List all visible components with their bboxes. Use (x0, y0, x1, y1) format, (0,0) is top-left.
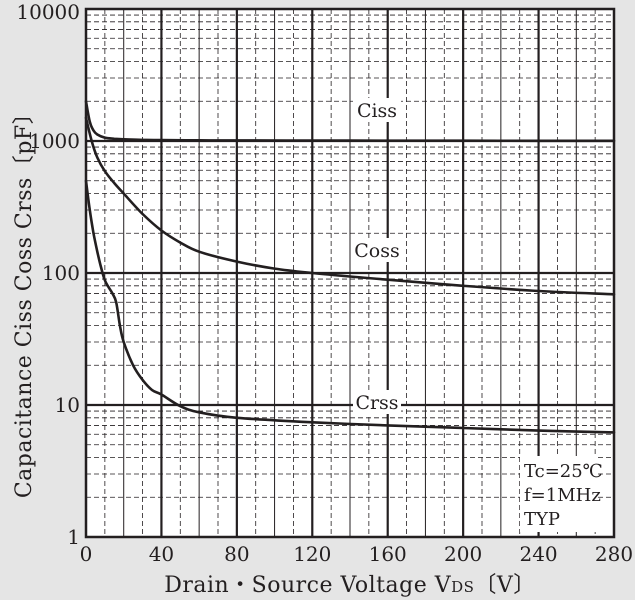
x-tick-label: 80 (224, 542, 249, 566)
y-tick-label: 1 (67, 525, 80, 549)
x-tick-label: 200 (444, 542, 482, 566)
series-lines (84, 100, 616, 434)
y-axis-title: Capacitance Ciss Coss Crss〔pF〕 (12, 102, 37, 498)
y-tick-label: 100 (42, 261, 80, 285)
x-axis-title-unit: 〔V〕 (474, 573, 535, 598)
x-tick-label: 240 (519, 542, 557, 566)
y-tick-labels: 1 10 100 1000 10000 (16, 0, 80, 549)
y-tick-label: 10 (55, 393, 80, 417)
series-ciss-line (84, 100, 616, 143)
x-axis-title-subscript: DS (451, 578, 474, 596)
x-axis-title-main: Drain・Source Voltage V (164, 573, 452, 598)
series-coss-line (84, 116, 616, 296)
plot-frame (84, 7, 616, 539)
series-ciss-label: Ciss (357, 100, 397, 122)
annotation-frequency: f=1MHz (524, 485, 601, 506)
x-tick-label: 160 (369, 542, 407, 566)
y-tick-label: 1000 (29, 129, 80, 153)
x-tick-label: 120 (293, 542, 331, 566)
series-crss-label-bg (353, 390, 401, 414)
annotation-typ: TYP (524, 509, 560, 530)
series-crss-line (84, 179, 616, 434)
series-ciss-label-bg (353, 98, 401, 122)
series-coss-label-bg (353, 238, 401, 262)
series-labels: Ciss Coss Crss (353, 98, 401, 414)
x-tick-labels: 0 40 80 120 160 200 240 280 (80, 542, 633, 566)
x-tick-label: 40 (149, 542, 174, 566)
x-axis-title: Drain・Source Voltage VDS〔V〕 (164, 573, 536, 598)
annotation-temperature: Tc=25℃ (524, 461, 603, 482)
annotation-box: Tc=25℃ f=1MHz TYP (520, 456, 603, 532)
y-tick-label: 10000 (16, 0, 80, 24)
series-crss-label: Crss (355, 392, 398, 414)
x-tick-label: 280 (595, 542, 633, 566)
x-tick-label: 0 (80, 542, 93, 566)
series-coss-label: Coss (354, 240, 399, 262)
